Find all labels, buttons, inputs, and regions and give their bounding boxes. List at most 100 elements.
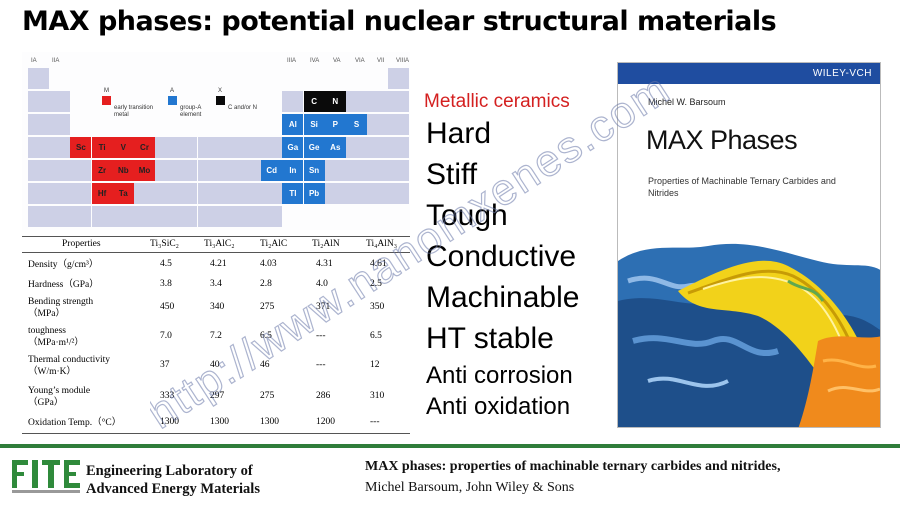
table-cell: --- (370, 417, 380, 427)
element-cell (346, 160, 367, 181)
element-cell-s: S (346, 114, 367, 135)
table-cell: 286 (316, 391, 331, 401)
footer-rule (0, 444, 900, 448)
table-cell: 350 (370, 302, 385, 312)
element-cell (218, 206, 240, 227)
element-cell (134, 206, 155, 227)
row-label: Young’s module （GPa） (28, 386, 91, 408)
table-cell: 6.5 (370, 331, 382, 341)
element-cell (112, 206, 134, 227)
element-cell (155, 183, 177, 204)
keyword-item: Machinable (426, 281, 580, 314)
header-cell: Ti₃AlC₂ (204, 239, 235, 249)
element-cell (49, 91, 71, 112)
element-cell-cr: Cr (134, 137, 155, 158)
periodic-table: IA IIA IIIA IVA VA VIA VII VIIIA C N Al Si P… (22, 52, 410, 230)
table-cell: 3.8 (160, 279, 172, 289)
table-header: Properties Ti₃SiC₂ Ti₃AlC₂ Ti₂AlC Ti₂AlN… (22, 236, 410, 253)
element-cell (346, 183, 367, 204)
element-cell (49, 183, 71, 204)
element-cell (218, 183, 240, 204)
reference-title: MAX phases: properties of machinable ter… (365, 459, 781, 474)
table-cell: 7.2 (210, 331, 222, 341)
element-cell-pb: Pb (303, 183, 325, 204)
table-cell: 1300 (160, 417, 179, 427)
keyword-item: HT stable (426, 322, 554, 355)
table-cell: 46 (260, 360, 270, 370)
lab-logo-icon (12, 460, 80, 493)
group-label: IIA (52, 58, 60, 64)
element-cell-nb: Nb (112, 160, 134, 181)
table-cell: --- (316, 360, 326, 370)
element-cell (49, 137, 71, 158)
element-cell-ti: Ti (91, 137, 113, 158)
table-cell: --- (316, 331, 326, 341)
row-label: Hardness（GPa） (28, 280, 99, 290)
header-cell: Ti₂AlC (260, 239, 288, 249)
element-cell-cd: Cd (261, 160, 283, 181)
table-cell: 4.0 (316, 279, 328, 289)
row-label: Density（g/cm³） (28, 260, 99, 270)
table-cell: 37 (160, 360, 170, 370)
legend-swatch-a (168, 96, 177, 105)
element-cell (28, 183, 49, 204)
legend-swatch-x (216, 96, 225, 105)
table-cell: 12 (370, 360, 380, 370)
element-cell-ge: Ge (303, 137, 325, 158)
table-cell: 2.5 (370, 279, 382, 289)
table-cell: 275 (260, 391, 275, 401)
table-cell: 340 (210, 302, 225, 312)
table-cell: 1300 (260, 417, 279, 427)
element-cell-si: Si (303, 114, 325, 135)
element-cell (70, 183, 92, 204)
table-cell: 4.5 (160, 259, 172, 269)
element-cell (28, 160, 49, 181)
table-cell: 4.31 (316, 259, 333, 269)
keyword-item: Conductive (426, 240, 577, 273)
element-cell-as: As (324, 137, 346, 158)
table-cell: 371 (316, 302, 331, 312)
element-cell (176, 137, 198, 158)
table-cell: 4.21 (210, 259, 227, 269)
element-cell-v: V (112, 137, 134, 158)
keyword-item: Anti corrosion (426, 362, 573, 389)
group-label: VIA (355, 58, 365, 64)
element-cell (91, 206, 113, 227)
element-cell (155, 137, 177, 158)
element-cell (197, 137, 219, 158)
row-label: toughness （MPa·m¹/²） (28, 326, 84, 348)
element-cell (155, 160, 177, 181)
element-cell (367, 91, 389, 112)
element-cell (388, 114, 410, 135)
element-cell (367, 137, 389, 158)
element-cell (367, 114, 389, 135)
legend-label-x: C and/or N (228, 105, 258, 111)
cover-micrograph-image (618, 231, 880, 427)
element-cell-hf: Hf (91, 183, 113, 204)
element-cell (197, 206, 219, 227)
legend-label-m: early transition metal (114, 105, 154, 118)
element-cell-tl: Tl (282, 183, 304, 204)
element-cell (240, 160, 261, 181)
element-cell-ga: Ga (282, 137, 304, 158)
book-title: MAX Phases (646, 125, 798, 155)
properties-table: Properties Ti₃SiC₂ Ti₃AlC₂ Ti₂AlC Ti₂AlN… (22, 232, 410, 438)
group-label: VIIIA (396, 58, 410, 64)
table-cell: 450 (160, 302, 175, 312)
element-cell (388, 91, 410, 112)
lab-name-line1: Engineering Laboratory of (86, 463, 253, 479)
element-cell-mo: Mo (134, 160, 155, 181)
element-cell-ta: Ta (112, 183, 134, 204)
legend-letter-x: X (218, 88, 223, 94)
reference-author: Michel Barsoum, John Wiley & Sons (365, 480, 575, 495)
element-cell (388, 68, 410, 89)
lab-name: Engineering Laboratory of Advanced Energ… (86, 462, 260, 498)
group-label: IIIA (287, 58, 297, 64)
element-cell (176, 160, 198, 181)
element-cell (261, 183, 283, 204)
element-cell-p: P (324, 114, 346, 135)
element-cell (240, 206, 261, 227)
table-cell: 310 (370, 391, 385, 401)
group-label: VII (377, 58, 385, 64)
element-cell (197, 183, 219, 204)
